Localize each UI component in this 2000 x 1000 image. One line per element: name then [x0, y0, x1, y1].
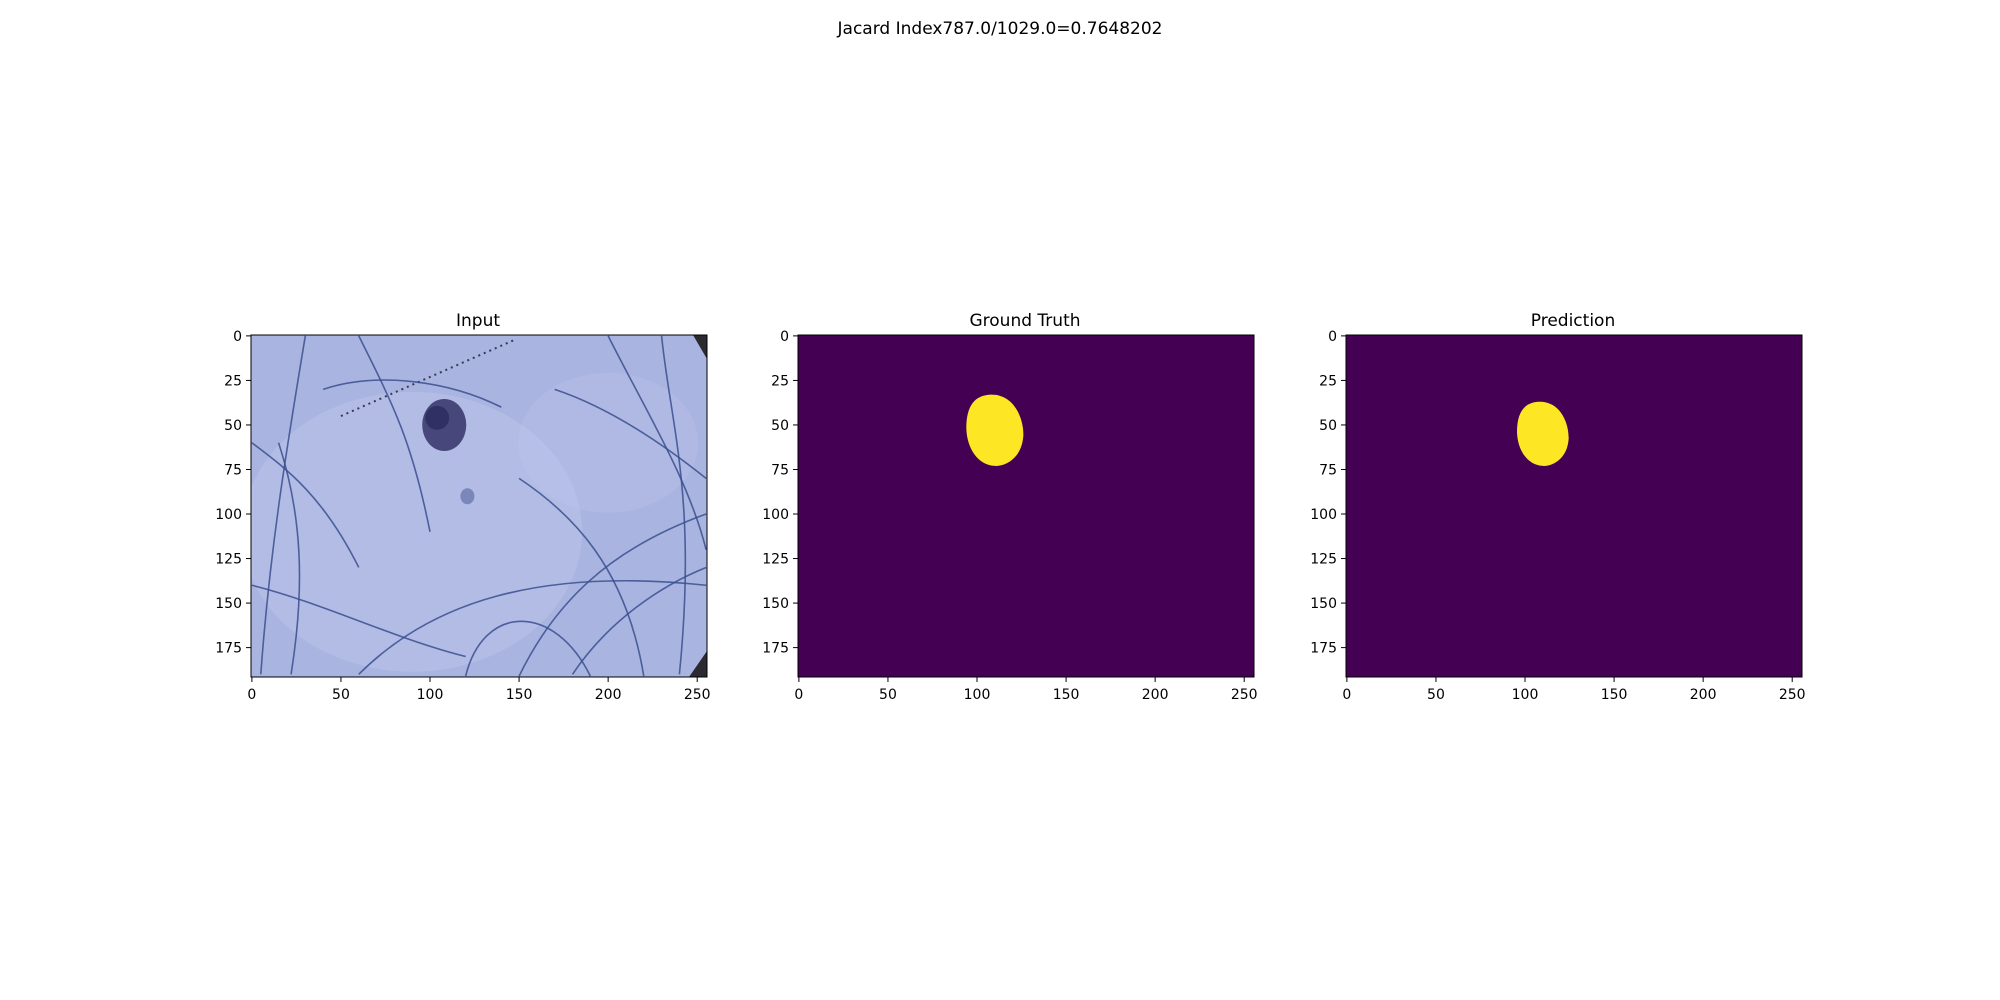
prediction-y-tick-label: 125: [1310, 552, 1337, 568]
panel-title-ground-truth: Ground Truth: [969, 311, 1080, 331]
input-hair: [518, 513, 707, 677]
prediction-y-tick-label: 0: [1328, 329, 1337, 345]
input-hair: [464, 620, 592, 677]
ground-truth-y-tick-label: 150: [762, 596, 789, 612]
input-hair: [251, 442, 360, 568]
prediction-y-tick-label: 75: [1319, 462, 1337, 478]
ground-truth-x-tick-label: 150: [1053, 687, 1080, 703]
ground-truth-y-tick-label: 125: [762, 552, 789, 568]
input-skin-highlight: [518, 372, 699, 513]
prediction-x-tick-label: 200: [1690, 687, 1717, 703]
ground-truth-x-tick-label: 250: [1231, 687, 1258, 703]
input-skin-highlight: [251, 391, 583, 672]
panel-title-input: Input: [456, 311, 500, 331]
input-hair: [607, 335, 707, 550]
panel-input: Input 0 50 100 150 200 250 0 25 50 75 100 125 150 175: [215, 311, 710, 703]
panel-prediction: Prediction 0 50 100 150 200 250 0 25 50 75 100 125 1…: [1310, 311, 1805, 703]
input-y-tick-label: 50: [224, 418, 242, 434]
input-y-tick-label: 125: [215, 552, 242, 568]
ground-truth-y-tick-label: 75: [771, 462, 789, 478]
prediction-x-tick-label: 100: [1512, 687, 1539, 703]
prediction-x-tick-label: 150: [1601, 687, 1628, 703]
input-x-tick-label: 200: [595, 687, 622, 703]
ground-truth-mask-background: [798, 335, 1254, 677]
ground-truth-y-tick-label: 175: [762, 641, 789, 657]
input-axes-frame: [250, 334, 708, 678]
input-y-tick-label: 75: [224, 462, 242, 478]
ground-truth-x-tick-label: 100: [964, 687, 991, 703]
input-x-tick-label: 100: [417, 687, 444, 703]
prediction-y-tick-label: 175: [1310, 641, 1337, 657]
input-skin: [251, 335, 707, 677]
panel-title-prediction: Prediction: [1531, 311, 1615, 331]
input-dot-line: [340, 338, 516, 417]
ground-truth-x-tick-label: 50: [879, 687, 897, 703]
ground-truth-y-tick-label: 50: [771, 418, 789, 434]
ground-truth-y-tick-label: 25: [771, 373, 789, 389]
prediction-y-tick-label: 50: [1319, 418, 1337, 434]
ground-truth-mask-region: [966, 394, 1024, 466]
ground-truth-y-tick-label: 100: [762, 507, 789, 523]
prediction-mask-region: [1517, 401, 1569, 466]
input-x-tick-label: 150: [506, 687, 533, 703]
input-hair: [571, 566, 707, 675]
input-hair: [554, 388, 707, 480]
input-hair: [358, 335, 431, 532]
input-hair: [660, 335, 687, 675]
prediction-y-tick-label: 150: [1310, 596, 1337, 612]
figure-suptitle: Jacard Index787.0/1029.0=0.7648202: [837, 19, 1163, 39]
input-x-tick-label: 50: [332, 687, 350, 703]
ground-truth-axes-frame: [797, 334, 1255, 678]
input-x-tick-label: 0: [247, 687, 256, 703]
input-x-tick-label: 250: [684, 687, 711, 703]
input-y-tick-label: 175: [215, 641, 242, 657]
input-spot: [460, 488, 475, 505]
prediction-x-tick-label: 0: [1342, 687, 1351, 703]
ground-truth-y-tick-label: 0: [780, 329, 789, 345]
prediction-x-tick-label: 250: [1779, 687, 1806, 703]
input-y-tick-label: 150: [215, 596, 242, 612]
panel-ground-truth: Ground Truth 0 50 100 150 200 250 0 25 50 75 100 12…: [762, 311, 1257, 703]
ground-truth-x-tick-label: 200: [1142, 687, 1169, 703]
input-hair: [251, 584, 466, 658]
prediction-x-tick-label: 50: [1427, 687, 1445, 703]
input-hair: [322, 379, 502, 408]
prediction-y-tick-label: 100: [1310, 507, 1337, 523]
prediction-mask-background: [1346, 335, 1802, 677]
input-hair: [259, 335, 307, 675]
input-y-tick-label: 25: [224, 373, 242, 389]
prediction-y-tick-label: 25: [1319, 373, 1337, 389]
input-dark-corner: [693, 335, 707, 359]
input-lesion-core: [425, 405, 450, 430]
prediction-image: [1346, 335, 1802, 677]
input-y-tick-label: 100: [215, 507, 242, 523]
input-dark-corner: [689, 651, 707, 677]
input-hair: [358, 579, 707, 675]
prediction-axes-frame: [1345, 334, 1803, 678]
input-image: [251, 335, 707, 677]
ground-truth-x-tick-label: 0: [794, 687, 803, 703]
ground-truth-image: [798, 335, 1254, 677]
input-y-tick-label: 0: [233, 329, 242, 345]
input-hair: [518, 477, 645, 677]
